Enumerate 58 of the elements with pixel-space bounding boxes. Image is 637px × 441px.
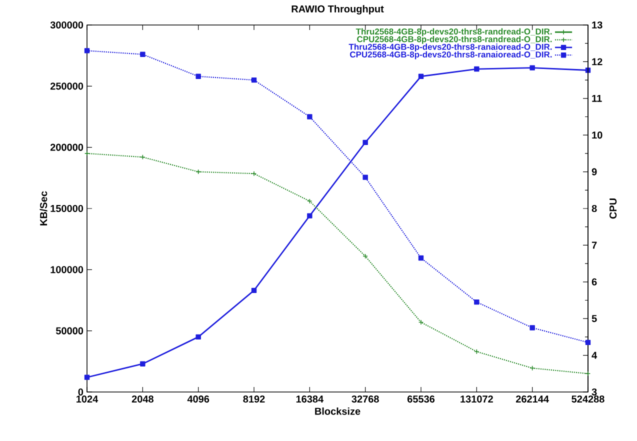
point bbox=[585, 371, 591, 376]
y2-tick-label: 9 bbox=[592, 168, 597, 176]
y-tick-label: 150000 bbox=[50, 204, 84, 212]
point bbox=[362, 140, 368, 146]
x-tick-label: 2048 bbox=[132, 396, 154, 403]
point bbox=[474, 66, 480, 72]
point bbox=[251, 77, 257, 83]
y-tick-label: 50000 bbox=[56, 327, 84, 334]
y2-tick-label: 13 bbox=[592, 21, 602, 29]
point bbox=[530, 325, 535, 330]
point bbox=[140, 52, 146, 57]
legend-label: CPU2568-4GB-8p-devs20-thrs8-ranaioread-O_DIR. bbox=[350, 51, 552, 60]
y2-tick-label: 11 bbox=[592, 94, 602, 102]
y2-tick-label: 7 bbox=[592, 242, 597, 249]
y-axis-title: KB/Sec bbox=[40, 191, 48, 226]
legend-label: CPU2568-4GB-8p-devs20-thrs8-randread-O_DIR. bbox=[357, 36, 552, 44]
legend-label: Thru2568-4GB-8p-devs20-thrs8-randread-O_DIR. bbox=[356, 28, 552, 36]
point bbox=[474, 299, 480, 305]
y2-tick-label: 5 bbox=[592, 315, 597, 322]
y-tick-label: 200000 bbox=[50, 144, 84, 151]
point bbox=[418, 74, 424, 79]
legend-label: Thru2568-4GB-8p-devs20-thrs8-ranaioread-O_DIR. bbox=[348, 44, 552, 52]
y2-tick-label: 4 bbox=[592, 352, 598, 359]
point bbox=[362, 174, 368, 180]
point bbox=[418, 255, 424, 261]
y-tick-label: 250000 bbox=[50, 82, 84, 90]
x-tick-label: 1024 bbox=[76, 396, 98, 403]
point bbox=[84, 374, 90, 380]
point bbox=[530, 65, 535, 70]
x-tick-label: 4096 bbox=[187, 396, 210, 403]
y2-axis-title: CPU bbox=[610, 198, 617, 219]
x-tick-label: 131072 bbox=[460, 396, 493, 403]
x-axis-title: Blocksize bbox=[315, 407, 360, 415]
y2-tick-label: 6 bbox=[592, 278, 597, 286]
y-tick-label: 0 bbox=[78, 388, 84, 396]
y2-tick-label: 8 bbox=[592, 204, 597, 212]
point bbox=[140, 361, 146, 366]
y2-tick-label: 10 bbox=[592, 132, 602, 139]
point bbox=[196, 334, 201, 340]
y2-tick-label: 3 bbox=[592, 388, 597, 396]
point bbox=[84, 150, 90, 156]
y-tick-label: 300000 bbox=[50, 21, 84, 29]
point bbox=[196, 74, 201, 79]
point bbox=[585, 340, 591, 346]
x-tick-label: 262144 bbox=[516, 396, 549, 403]
x-tick-label: 524288 bbox=[572, 396, 604, 403]
x-tick-label: 16384 bbox=[296, 396, 324, 403]
x-tick-label: 8192 bbox=[243, 396, 265, 403]
point bbox=[84, 48, 90, 54]
y2-tick-label: 12 bbox=[592, 58, 602, 66]
point bbox=[307, 114, 312, 120]
x-tick-label: 65536 bbox=[407, 396, 435, 403]
point bbox=[251, 288, 257, 294]
y-tick-label: 100000 bbox=[50, 266, 84, 274]
chart-title: RAWIO Throughput bbox=[292, 5, 384, 14]
point bbox=[251, 171, 257, 176]
point bbox=[307, 213, 312, 218]
x-tick-label: 32768 bbox=[352, 396, 379, 403]
